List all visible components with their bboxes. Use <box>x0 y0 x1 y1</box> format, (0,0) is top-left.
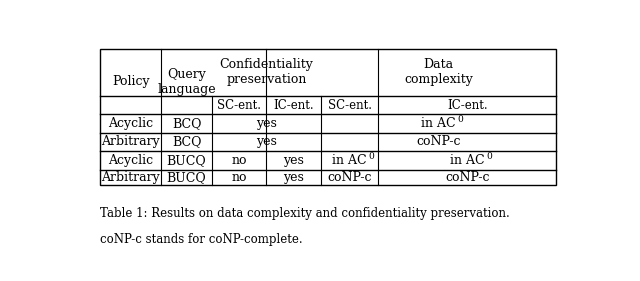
Text: SC-ent.: SC-ent. <box>217 99 261 112</box>
Text: IC-ent.: IC-ent. <box>273 99 314 112</box>
Text: BUCQ: BUCQ <box>166 154 207 167</box>
Text: coNP-c: coNP-c <box>445 171 490 184</box>
Text: Query
language: Query language <box>157 68 216 96</box>
Text: 0: 0 <box>458 115 463 124</box>
Text: BCQ: BCQ <box>172 135 202 148</box>
Text: yes: yes <box>256 117 277 130</box>
Text: BUCQ: BUCQ <box>166 171 207 184</box>
Text: IC-ent.: IC-ent. <box>447 99 488 112</box>
Text: coNP-c: coNP-c <box>417 135 461 148</box>
Text: yes: yes <box>284 154 304 167</box>
Text: 0: 0 <box>369 152 374 161</box>
Text: yes: yes <box>256 135 277 148</box>
Text: Arbitrary: Arbitrary <box>101 135 160 148</box>
Text: Arbitrary: Arbitrary <box>101 171 160 184</box>
Text: Policy: Policy <box>112 75 150 88</box>
Text: in AC: in AC <box>421 117 456 130</box>
Text: Acyclic: Acyclic <box>108 154 153 167</box>
Text: Confidentiality
preservation: Confidentiality preservation <box>220 58 314 86</box>
Text: Acyclic: Acyclic <box>108 117 153 130</box>
Text: in AC: in AC <box>332 154 367 167</box>
Text: Data
complexity: Data complexity <box>404 58 473 86</box>
Text: no: no <box>231 171 247 184</box>
Text: Table 1: Results on data complexity and confidentiality preservation.: Table 1: Results on data complexity and … <box>100 207 509 220</box>
Text: yes: yes <box>284 171 304 184</box>
Text: no: no <box>231 154 247 167</box>
Text: SC-ent.: SC-ent. <box>328 99 372 112</box>
Text: coNP-c stands for coNP-complete.: coNP-c stands for coNP-complete. <box>100 233 303 246</box>
Text: coNP-c: coNP-c <box>328 171 372 184</box>
Bar <box>100 49 556 185</box>
Text: in AC: in AC <box>450 154 484 167</box>
Text: 0: 0 <box>486 152 492 161</box>
Text: BCQ: BCQ <box>172 117 202 130</box>
